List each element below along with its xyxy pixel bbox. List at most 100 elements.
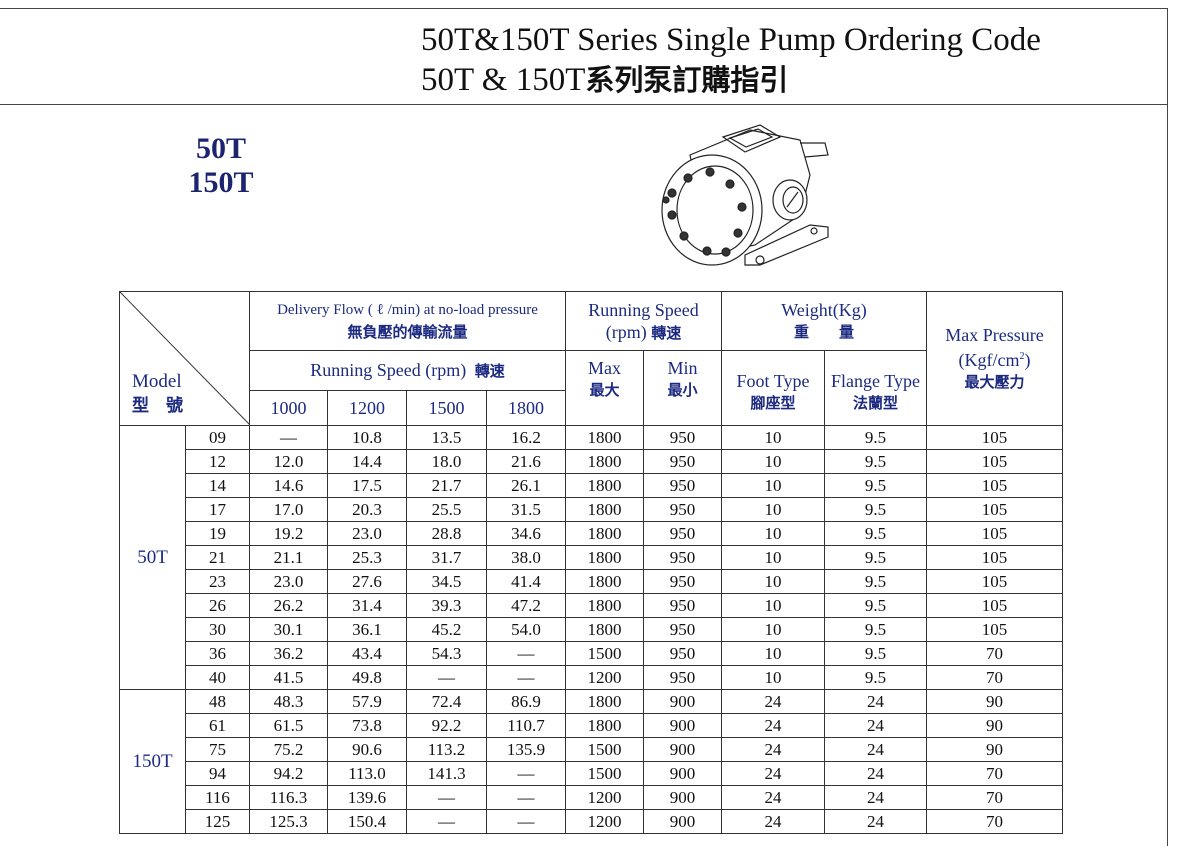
max-speed-header: Max 最大 <box>565 350 644 426</box>
flow-1800: 16.2 <box>486 425 566 450</box>
table-row: 116 116.3 139.6— —1200 900 24 24 70 <box>120 785 1063 810</box>
foot-weight: 10 <box>721 449 825 474</box>
max-rpm: 1800 <box>565 593 644 618</box>
pressure-unit-sup: 2 <box>1019 351 1025 362</box>
max-pressure: 70 <box>926 665 1063 690</box>
flow-1800: 135.9 <box>486 737 566 762</box>
max-pressure: 70 <box>926 641 1063 666</box>
top-border <box>0 8 1168 9</box>
header-divider <box>0 104 1168 105</box>
table-row: 12 12.0 14.4 18.0 21.6 1800 950 10 9.5 105 <box>120 449 1063 474</box>
model-150t: 150T <box>188 166 254 199</box>
min-rpm: 950 <box>643 665 722 690</box>
table-row: 17 17.0 20.3 25.5 31.5 1800 950 10 9.5 105 <box>120 497 1063 522</box>
flow-1500: 54.3 <box>406 641 487 666</box>
foot-weight: 24 <box>721 689 825 714</box>
table-row: 19 19.2 23.0 28.8 34.6 1800 950 10 9.5 105 <box>120 521 1063 546</box>
table-row: 14 14.6 17.5 21.7 26.1 1800 950 10 9.5 105 <box>120 473 1063 498</box>
rs-header-unit: (rpm) <box>605 321 647 342</box>
flow-1800: 26.1 <box>486 473 566 498</box>
flow-1800: 34.6 <box>486 521 566 546</box>
table-row: 26 26.2 31.4 39.3 47.2 1800 950 10 9.5 105 <box>120 593 1063 618</box>
pressure-unit-close: ) <box>1024 350 1031 370</box>
max-rpm: 1800 <box>565 449 644 474</box>
weight-header-en: Weight(Kg) <box>781 300 867 320</box>
foot-weight: 10 <box>721 641 825 666</box>
flow-1000: 12.0 <box>249 449 328 474</box>
model-code: 21 <box>185 545 250 570</box>
model-labels: 50T 150T <box>186 132 256 200</box>
max-rpm: 1500 <box>565 737 644 762</box>
foot-label-cn: 腳座型 <box>750 394 796 412</box>
flange-label: Flange Type <box>831 371 920 391</box>
table-row: 21 21.1 25.3 31.7 38.0 1800 950 10 9.5 105 <box>120 545 1063 570</box>
flow-header-en: Delivery Flow ( ℓ /min) at no-load press… <box>277 302 538 318</box>
max-pressure: 105 <box>926 521 1063 546</box>
min-label: Min <box>667 358 698 378</box>
foot-weight: 10 <box>721 425 825 450</box>
max-pressure: 105 <box>926 617 1063 642</box>
min-rpm: 950 <box>643 569 722 594</box>
model-header-cell: Model 型 號 <box>119 291 250 426</box>
foot-weight: 10 <box>721 473 825 498</box>
max-rpm: 1800 <box>565 473 644 498</box>
table-row: 125 125.3 150.4— —1200 900 24 24 70 <box>120 809 1063 834</box>
foot-weight: 10 <box>721 569 825 594</box>
page-title: 50T&150T Series Single Pump Ordering Cod… <box>421 20 1041 100</box>
table-row: 61 61.5 73.8 92.2 110.7 1800 900 24 24 90 <box>120 713 1063 738</box>
min-rpm: 950 <box>643 593 722 618</box>
speed-1800: 1800 <box>486 390 566 426</box>
model-code: 94 <box>185 761 250 786</box>
model-code: 23 <box>185 569 250 594</box>
max-rpm: 1200 <box>565 665 644 690</box>
foot-weight: 10 <box>721 665 825 690</box>
flow-1000: 75.2 <box>249 737 328 762</box>
flow-1200: 36.1 <box>327 617 407 642</box>
pressure-header-cn: 最大壓力 <box>964 373 1025 391</box>
flange-weight: 24 <box>824 713 927 738</box>
min-rpm: 950 <box>643 497 722 522</box>
model-code: 14 <box>185 473 250 498</box>
table-row: 94 94.2 113.0 141.3—1500 900 24 24 70 <box>120 761 1063 786</box>
pressure-unit: (Kgf/cm <box>958 350 1020 370</box>
max-pressure: 70 <box>926 785 1063 810</box>
max-pressure: 90 <box>926 689 1063 714</box>
model-50t: 50T <box>195 132 246 165</box>
min-rpm: 950 <box>643 473 722 498</box>
model-label: Model <box>132 371 182 392</box>
model-code: 12 <box>185 449 250 474</box>
max-pressure: 70 <box>926 809 1063 834</box>
max-rpm: 1800 <box>565 617 644 642</box>
flow-1000: 23.0 <box>249 569 328 594</box>
rs-header-cn: 轉速 <box>651 323 682 342</box>
max-rpm: 1500 <box>565 761 644 786</box>
flow-1800: 110.7 <box>486 713 566 738</box>
min-rpm: 950 <box>643 641 722 666</box>
rs-header-en: Running Speed <box>588 299 699 320</box>
max-pressure: 105 <box>926 593 1063 618</box>
flow-1800: 54.0 <box>486 617 566 642</box>
title-english: 50T&150T Series Single Pump Ordering Cod… <box>421 22 1041 58</box>
min-rpm: 950 <box>643 521 722 546</box>
pump-spec-table: Model 型 號 Delivery Flow ( ℓ /min) at no-l… <box>119 291 1063 834</box>
flow-1200: 43.4 <box>327 641 407 666</box>
max-pressure: 105 <box>926 569 1063 594</box>
flow-1000: 116.3 <box>249 785 328 810</box>
flow-1200: 90.6 <box>327 737 407 762</box>
model-code: 40 <box>185 665 250 690</box>
max-rpm: 1200 <box>565 785 644 810</box>
max-rpm: 1200 <box>565 809 644 834</box>
max-pressure: 105 <box>926 497 1063 522</box>
flow-1500: 13.5 <box>406 425 487 450</box>
flow-1200: 49.8 <box>327 665 407 690</box>
flow-1800: — <box>486 785 566 810</box>
model-code: 116 <box>185 785 250 810</box>
flange-weight: 9.5 <box>824 641 927 666</box>
flow-1200: 10.8 <box>327 425 407 450</box>
flow-1500: 34.5 <box>406 569 487 594</box>
model-code: 75 <box>185 737 250 762</box>
flow-1200: 57.9 <box>327 689 407 714</box>
flow-1000: 125.3 <box>249 809 328 834</box>
flange-weight: 9.5 <box>824 425 927 450</box>
max-pressure: 105 <box>926 545 1063 570</box>
